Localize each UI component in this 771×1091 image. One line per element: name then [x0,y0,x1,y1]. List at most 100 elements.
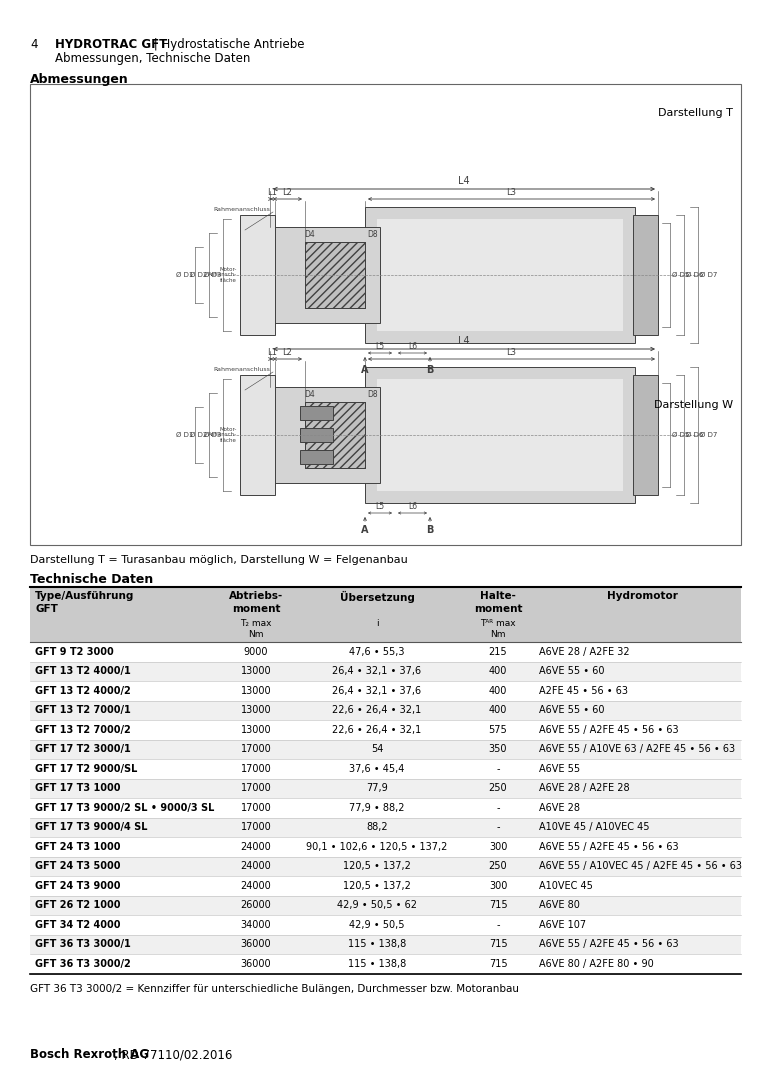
Bar [30,896,741,915]
Bar [633,375,658,495]
Text: Ø D7: Ø D7 [700,432,717,437]
Text: GFT 24 T3 5000: GFT 24 T3 5000 [35,861,120,872]
Text: | Hydrostatische Antriebe: | Hydrostatische Antriebe [150,38,305,51]
Text: GFT 36 T3 3000/1: GFT 36 T3 3000/1 [35,939,131,949]
Text: -: - [497,920,500,930]
Text: 400: 400 [489,686,507,696]
Text: GFT 36 T3 3000/2: GFT 36 T3 3000/2 [35,959,131,969]
Text: 77,9 • 88,2: 77,9 • 88,2 [349,803,405,813]
Text: A6VE 107: A6VE 107 [539,920,586,930]
Text: 13000: 13000 [241,667,271,676]
Text: 400: 400 [489,667,507,676]
Text: 9000: 9000 [244,647,268,657]
Text: GFT 17 T2 3000/1: GFT 17 T2 3000/1 [35,744,131,754]
Text: GFT 24 T3 9000: GFT 24 T3 9000 [35,880,120,890]
Text: Tᴬᴿ max
Nm: Tᴬᴿ max Nm [480,619,516,639]
Text: L5: L5 [375,341,385,351]
Text: L4: L4 [458,336,470,346]
Bar [30,642,741,661]
Text: 300: 300 [489,842,507,852]
Bar [300,428,333,442]
Text: A6VE 55 / A2FE 45 • 56 • 63: A6VE 55 / A2FE 45 • 56 • 63 [539,724,678,734]
Text: 13000: 13000 [241,705,271,716]
Bar [365,207,635,343]
Text: GFT 13 T2 7000/1: GFT 13 T2 7000/1 [35,705,131,716]
Bar [30,817,741,837]
Bar [30,935,741,954]
Bar [30,798,741,817]
Text: L4: L4 [458,176,470,185]
Bar [270,387,380,483]
Text: A6VE 55 • 60: A6VE 55 • 60 [539,705,604,716]
Text: Abmessungen: Abmessungen [30,73,129,86]
Text: 42,9 • 50,5 • 62: 42,9 • 50,5 • 62 [337,900,417,910]
Text: D4: D4 [305,389,315,399]
Text: 26,4 • 32,1 • 37,6: 26,4 • 32,1 • 37,6 [332,667,422,676]
Bar [240,215,275,335]
Text: 37,6 • 45,4: 37,6 • 45,4 [349,764,405,774]
Text: D8: D8 [368,230,379,239]
Text: 22,6 • 26,4 • 32,1: 22,6 • 26,4 • 32,1 [332,705,422,716]
Bar [30,700,741,720]
Text: 300: 300 [489,880,507,890]
Text: 36000: 36000 [241,939,271,949]
Text: GFT 17 T3 1000: GFT 17 T3 1000 [35,783,120,793]
Text: 88,2: 88,2 [366,823,388,832]
Text: Übersetzung: Übersetzung [339,591,415,603]
Text: Ø D2: Ø D2 [190,432,207,437]
Text: Darstellung W: Darstellung W [654,400,733,410]
Text: 36000: 36000 [241,959,271,969]
Text: Ø D1: Ø D1 [176,432,193,437]
Text: 22,6 • 26,4 • 32,1: 22,6 • 26,4 • 32,1 [332,724,422,734]
Text: 400: 400 [489,705,507,716]
Text: 350: 350 [489,744,507,754]
Bar [300,406,333,420]
Text: 26,4 • 32,1 • 37,6: 26,4 • 32,1 • 37,6 [332,686,422,696]
Text: 24000: 24000 [241,861,271,872]
Text: Bosch Rexroth AG: Bosch Rexroth AG [30,1048,149,1062]
Bar [377,379,623,491]
Text: GFT 9 T2 3000: GFT 9 T2 3000 [35,647,114,657]
Text: 13000: 13000 [241,724,271,734]
Text: T₂ max
Nm: T₂ max Nm [241,619,271,639]
Text: 42,9 • 50,5: 42,9 • 50,5 [349,920,405,930]
Text: -: - [497,823,500,832]
Text: Darstellung T = Turasanbau möglich, Darstellung W = Felgenanbau: Darstellung T = Turasanbau möglich, Dars… [30,555,408,565]
Bar [30,856,741,876]
Text: Ø D6: Ø D6 [686,272,703,278]
Text: Hydromotor: Hydromotor [607,591,678,601]
Text: A6VE 80 / A2FE 80 • 90: A6VE 80 / A2FE 80 • 90 [539,959,654,969]
Text: Ø D3: Ø D3 [204,432,221,437]
Text: GFT 17 T3 9000/2 SL • 9000/3 SL: GFT 17 T3 9000/2 SL • 9000/3 SL [35,803,214,813]
Text: A: A [362,525,369,535]
Text: 17000: 17000 [241,823,271,832]
Text: A10VE 45 / A10VEC 45: A10VE 45 / A10VEC 45 [539,823,649,832]
Text: 120,5 • 137,2: 120,5 • 137,2 [343,861,411,872]
Text: Rahmenanschluss: Rahmenanschluss [213,367,270,372]
Text: L6: L6 [408,502,417,511]
Bar [30,915,741,935]
Text: L5: L5 [375,502,385,511]
Text: GFT 26 T2 1000: GFT 26 T2 1000 [35,900,120,910]
Text: A6VE 80: A6VE 80 [539,900,580,910]
Text: 4: 4 [30,38,38,51]
Text: A6VE 55 / A2FE 45 • 56 • 63: A6VE 55 / A2FE 45 • 56 • 63 [539,939,678,949]
Text: 715: 715 [489,900,507,910]
Text: 17000: 17000 [241,764,271,774]
Bar [30,954,741,973]
Bar [305,242,365,308]
Text: Abtriebs-
moment: Abtriebs- moment [229,591,283,614]
Text: L6: L6 [408,341,417,351]
Text: 24000: 24000 [241,842,271,852]
Text: 26000: 26000 [241,900,271,910]
Text: 715: 715 [489,939,507,949]
Text: GFT 13 T2 7000/2: GFT 13 T2 7000/2 [35,724,131,734]
Text: L2: L2 [282,348,292,357]
Text: Abmessungen, Technische Daten: Abmessungen, Technische Daten [55,52,251,65]
Bar [377,219,623,331]
Bar [30,681,741,700]
Text: A: A [362,365,369,375]
Text: A6VE 55: A6VE 55 [539,764,580,774]
Text: 34000: 34000 [241,920,271,930]
Bar [30,837,741,856]
